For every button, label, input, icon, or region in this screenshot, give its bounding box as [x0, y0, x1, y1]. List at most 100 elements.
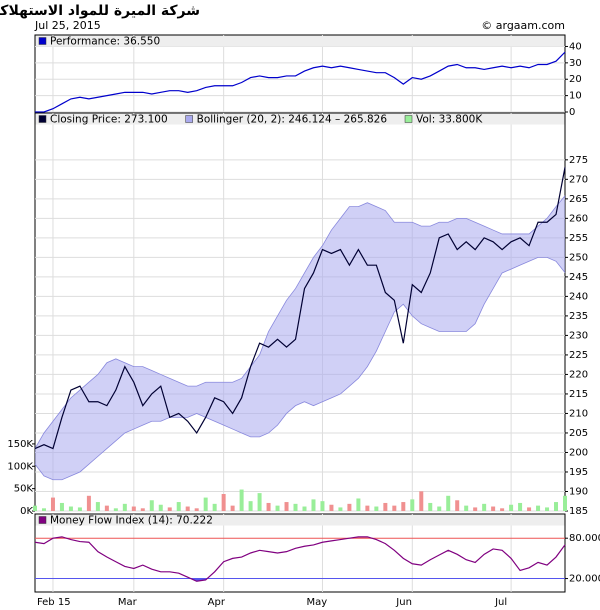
y-tick-label: 220 — [569, 369, 588, 380]
volume-bar — [140, 508, 145, 511]
volume-bar — [347, 503, 352, 511]
volume-bar — [41, 508, 46, 511]
x-tick-label: Jul — [494, 597, 507, 608]
y-tick-label: 30 — [569, 58, 582, 69]
y-tick-label: 80.000 — [569, 533, 600, 544]
y-tick-label: 20.000 — [569, 574, 600, 585]
y2-tick-label: 50K — [14, 484, 34, 495]
volume-bar — [500, 508, 505, 511]
legend-label: Vol: 33.800K — [416, 114, 483, 126]
legend-label: Bollinger (20, 2): 246.124 – 265.826 — [197, 114, 388, 126]
volume-bar — [563, 495, 567, 511]
volume-bar — [239, 489, 244, 511]
volume-bar — [104, 505, 109, 511]
volume-bar — [536, 505, 541, 511]
x-tick-label: May — [306, 597, 327, 608]
volume-bar — [86, 495, 91, 511]
volume-bar — [401, 502, 406, 511]
volume-bar — [329, 504, 334, 511]
y-tick-label: 185 — [569, 506, 588, 517]
y-tick-label: 0 — [569, 107, 575, 118]
legend-bar — [35, 35, 565, 47]
volume-bar — [185, 506, 190, 511]
legend-label: Money Flow Index (14): 70.222 — [50, 515, 213, 527]
volume-bar — [176, 502, 181, 511]
volume-bar — [293, 503, 298, 511]
volume-bar — [59, 502, 64, 511]
volume-bar — [284, 502, 289, 511]
volume-bar — [266, 502, 271, 511]
legend-swatch — [38, 37, 47, 45]
y-tick-label: 215 — [569, 389, 588, 400]
line — [34, 536, 566, 582]
volume-bar — [446, 495, 451, 511]
line — [34, 167, 566, 450]
y-tick-label: 240 — [569, 291, 588, 302]
chart-title: شركة الميرة للمواد الاستهلاكية — [0, 3, 200, 19]
volume-bar — [113, 508, 118, 511]
y2-tick-label: 150K — [7, 439, 33, 450]
legend-swatch — [38, 516, 47, 524]
x-tick-label: Feb 15 — [37, 597, 71, 608]
volume-bar — [158, 504, 163, 511]
volume-bar — [464, 505, 469, 511]
volume-bar — [131, 506, 136, 511]
volume-bar — [311, 499, 316, 511]
volume-bar — [374, 506, 379, 511]
y-tick-label: 260 — [569, 213, 588, 224]
volume-bar — [410, 499, 415, 511]
volume-bar — [194, 508, 199, 511]
y-tick-label: 190 — [569, 486, 588, 497]
volume-bar — [122, 503, 127, 511]
band-lower — [34, 256, 566, 481]
volume-bar — [95, 502, 100, 511]
y-tick-label: 40 — [569, 41, 582, 52]
volume-bar — [392, 505, 397, 511]
legend-swatch — [185, 115, 193, 123]
legend-swatch — [404, 115, 413, 123]
volume-bar — [77, 507, 82, 511]
volume-bar — [473, 507, 478, 511]
volume-bar — [545, 507, 550, 511]
volume-bar — [356, 498, 361, 511]
volume-bar — [212, 503, 217, 511]
y-tick-label: 230 — [569, 330, 588, 341]
volume-bar — [50, 497, 55, 511]
volume-bar — [275, 505, 280, 511]
y-tick-label: 255 — [569, 233, 588, 244]
x-tick-label: Jun — [395, 597, 412, 608]
volume-bar — [509, 504, 514, 511]
volume-bar — [257, 493, 262, 511]
volume-bar — [527, 507, 532, 511]
x-tick-label: Mar — [118, 597, 138, 608]
x-tick-label: Apr — [208, 597, 226, 608]
volume-bar — [167, 507, 172, 511]
volume-bar — [365, 505, 370, 511]
legend-label: Closing Price: 273.100 — [50, 114, 168, 126]
volume-bar — [33, 505, 37, 511]
volume-bar — [230, 505, 235, 511]
legend-bar — [35, 514, 565, 526]
volume-bar — [437, 506, 442, 511]
y2-tick-label: 100K — [7, 461, 33, 472]
legend-label: Performance: 36.550 — [50, 36, 160, 48]
volume-bar — [338, 507, 343, 511]
y-tick-label: 10 — [569, 91, 582, 102]
volume-bar — [482, 503, 487, 511]
line — [35, 51, 566, 113]
y-tick-label: 235 — [569, 311, 588, 322]
volume-bar — [428, 502, 433, 511]
band-upper — [34, 195, 566, 449]
y-tick-label: 270 — [569, 174, 588, 185]
volume-bar — [302, 506, 307, 511]
y-tick-label: 210 — [569, 408, 588, 419]
y-tick-label: 275 — [569, 155, 588, 166]
y2-tick-label: 0K — [20, 506, 33, 517]
volume-bar — [554, 502, 559, 511]
date: Jul 25, 2015 — [34, 19, 101, 32]
legend-swatch — [38, 115, 47, 123]
y-tick-label: 205 — [569, 428, 588, 439]
source: © argaam.com — [481, 19, 565, 32]
y-tick-label: 245 — [569, 272, 588, 283]
